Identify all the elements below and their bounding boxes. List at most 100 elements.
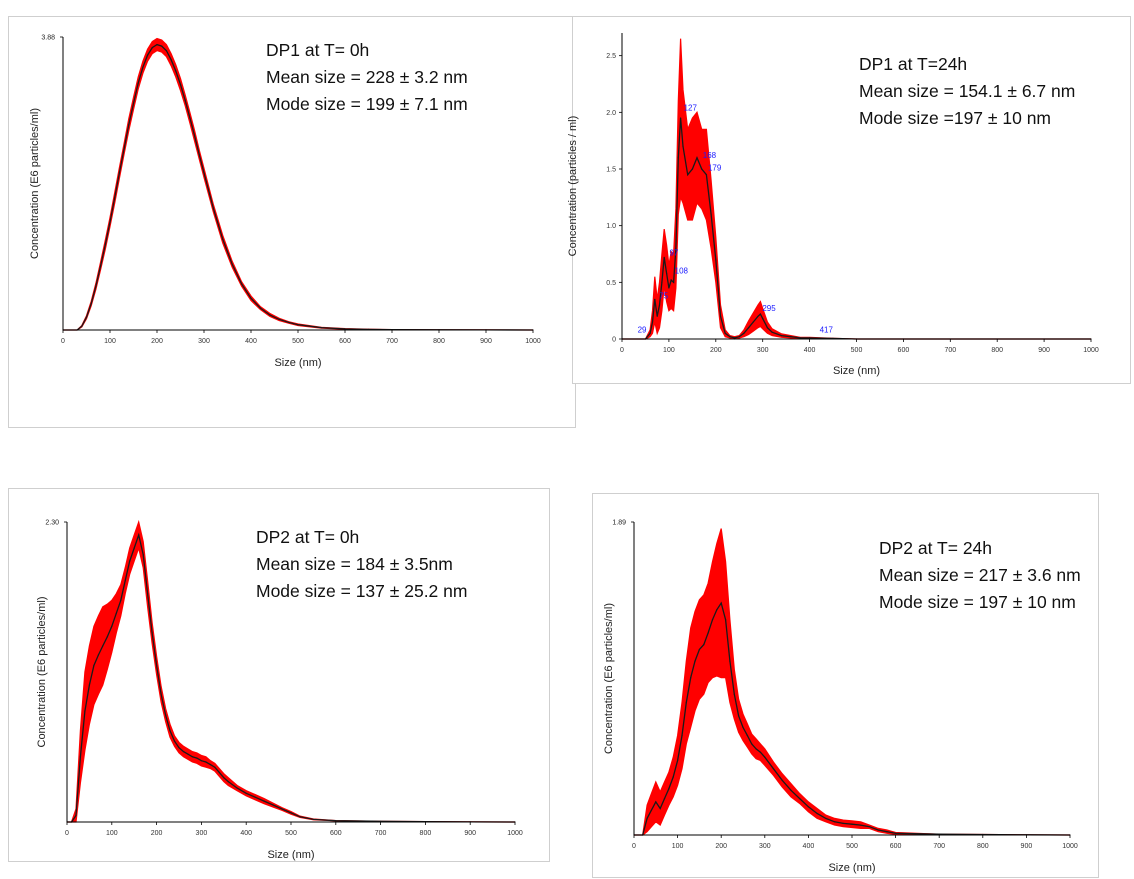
chart-dp2_t0: 0 100 200 300 400 500 600 700 800 900 1000 2.30 Size… — [36, 520, 523, 862]
x-axis-label: Size (nm) — [267, 849, 314, 861]
x-tick-label: 300 — [757, 347, 769, 354]
panel-frame-dp2-t24 — [592, 493, 1099, 878]
x-tick-label: 1000 — [507, 830, 523, 837]
data-point — [673, 281, 675, 283]
data-point — [825, 817, 827, 820]
peak-label: 179 — [708, 164, 722, 173]
data-point — [269, 314, 271, 316]
annotation-line-mode: Mode size =197 ± 10 nm — [859, 108, 1052, 128]
x-tick-label: 800 — [433, 338, 445, 345]
annotation-dp1-t24: DP1 at T=24h Mean size = 154.1 ± 6.7 nm … — [859, 51, 1075, 132]
y-max-label: 3.88 — [41, 35, 55, 42]
annotation-line-title: DP2 at T= 0h — [256, 527, 360, 547]
data-point — [790, 336, 792, 338]
data-point — [165, 50, 167, 52]
data-point — [659, 807, 661, 810]
data-point — [198, 154, 200, 156]
data-point — [75, 814, 77, 817]
data-point — [138, 534, 140, 536]
data-point — [738, 715, 740, 717]
data-point — [203, 172, 205, 174]
x-axis-label: Size (nm) — [828, 862, 875, 874]
data-point — [231, 263, 233, 265]
data-point — [191, 756, 193, 758]
data-point — [677, 759, 679, 762]
annotation-line-mode: Mode size = 137 ± 25.2 nm — [256, 581, 468, 601]
data-point — [223, 777, 225, 779]
data-point — [151, 47, 153, 49]
data-point — [79, 756, 81, 758]
x-tick-label: 100 — [106, 830, 118, 837]
x-tick-label: 700 — [386, 338, 398, 345]
data-point — [868, 826, 871, 828]
x-tick-label: 200 — [151, 338, 163, 345]
data-point — [682, 145, 684, 147]
data-point — [646, 817, 648, 820]
data-point — [182, 751, 185, 753]
x-tick-label: 0 — [65, 830, 69, 837]
y-axis-label: Concentration (E6 particles/ml) — [603, 603, 615, 754]
data-point — [132, 102, 135, 105]
data-point — [147, 54, 149, 56]
data-point — [672, 776, 674, 778]
peak-label: 295 — [762, 304, 776, 313]
data-point — [84, 710, 86, 712]
data-point — [320, 327, 323, 329]
data-point — [109, 221, 111, 223]
data-point — [263, 800, 265, 802]
data-point — [809, 337, 811, 339]
y-tick-label: 0 — [612, 337, 616, 344]
series-line — [63, 43, 534, 331]
data-point — [654, 298, 656, 300]
data-point — [250, 297, 252, 299]
data-point — [90, 303, 92, 305]
data-point — [807, 806, 810, 808]
data-point — [118, 172, 120, 174]
data-point — [290, 812, 292, 814]
data-point — [752, 321, 754, 323]
data-point — [766, 327, 769, 329]
data-point — [128, 124, 130, 126]
data-point — [661, 281, 663, 283]
data-point — [719, 315, 722, 317]
data-point — [189, 117, 191, 119]
data-point — [799, 798, 801, 800]
data-point — [696, 157, 698, 159]
data-point — [299, 816, 301, 818]
peak-label: 168 — [703, 151, 717, 160]
data-point — [123, 148, 125, 150]
chart-dp1_t0: 0 100 200 300 400 500 600 700 800 900 1000 3.88 Size… — [29, 35, 541, 370]
data-point — [196, 757, 198, 759]
x-tick-label: 100 — [663, 347, 675, 354]
y-max-label: 2.30 — [45, 520, 59, 527]
data-point — [886, 831, 888, 833]
data-point — [156, 664, 158, 667]
x-tick-label: 900 — [464, 830, 476, 837]
x-tick-label: 1000 — [1083, 347, 1099, 354]
data-point — [757, 315, 759, 317]
chart-dp1_t24: 0 100 200 300 400 500 600 700 800 900 1000 0 0.5 1.0 1… — [567, 33, 1099, 377]
chart-dp2_t24: 0 100 200 300 400 500 600 700 800 900 1000 1.89 Size… — [603, 520, 1078, 875]
x-tick-label: 1000 — [1062, 843, 1078, 850]
y-max-label: 1.89 — [612, 520, 626, 527]
data-point — [668, 287, 670, 289]
data-point — [218, 771, 220, 774]
data-point — [711, 619, 714, 621]
data-point — [670, 279, 672, 281]
x-tick-label: 800 — [991, 347, 1003, 354]
data-point — [649, 332, 651, 334]
x-tick-label: 0 — [632, 843, 636, 850]
annotation-line-mean: Mean size = 217 ± 3.6 nm — [879, 565, 1081, 585]
data-point — [169, 730, 171, 732]
data-point — [156, 44, 158, 46]
panel-frame-dp1-t0 — [8, 16, 576, 428]
data-point — [698, 648, 701, 651]
annotation-line-title: DP1 at T= 0h — [266, 40, 370, 60]
data-point — [715, 259, 717, 261]
annotation-line-title: DP2 at T= 24h — [879, 538, 993, 558]
x-tick-label: 200 — [151, 830, 163, 837]
data-point — [780, 335, 783, 337]
data-point — [288, 321, 290, 323]
x-tick-label: 400 — [245, 338, 257, 345]
data-point — [799, 337, 801, 339]
